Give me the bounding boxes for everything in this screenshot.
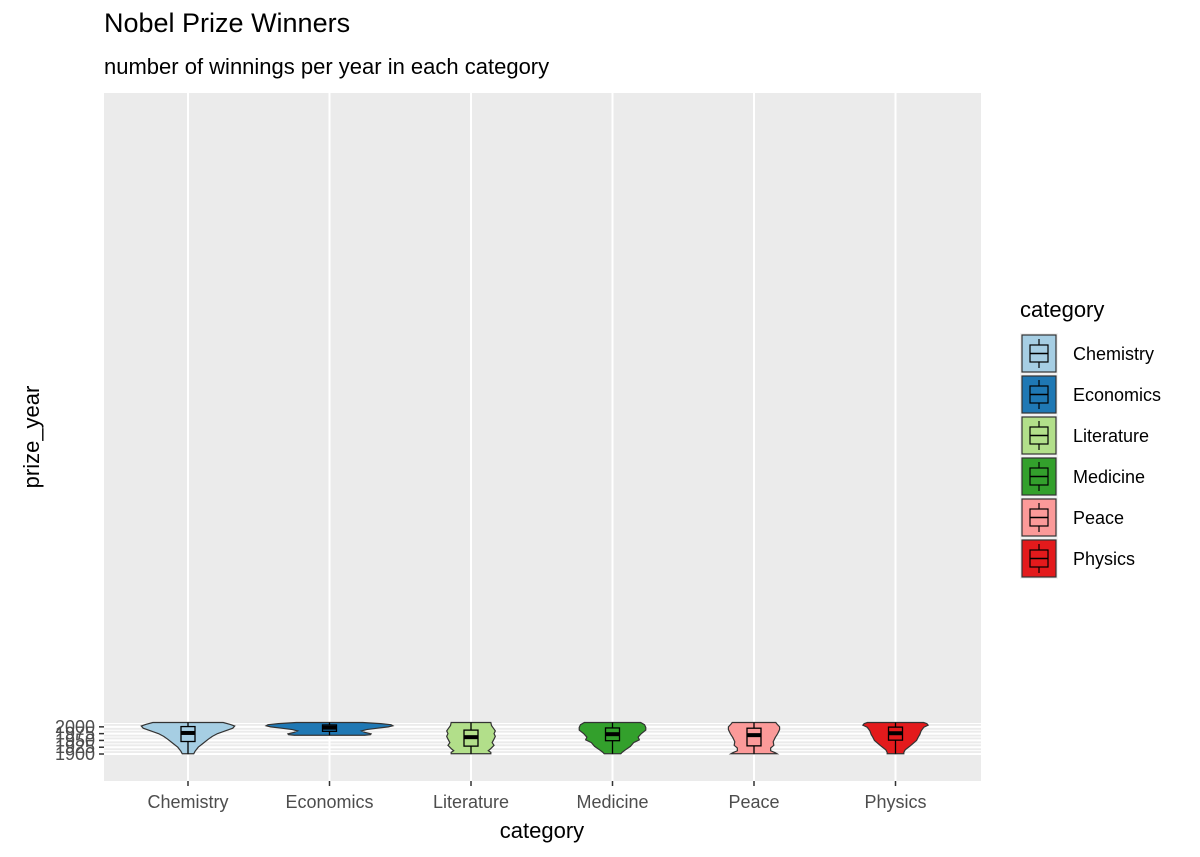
x-axis-title: category: [500, 818, 584, 843]
violin-medicine: [578, 721, 647, 755]
y-tick-label: 1925: [55, 737, 95, 757]
legend-label: Chemistry: [1073, 344, 1154, 364]
x-axis: Chemistry Economics Literature Medicine Peac…: [147, 781, 927, 812]
violin-physics: [861, 721, 930, 755]
y-tick-label: 1950: [55, 730, 95, 750]
plot-panel: [104, 93, 981, 781]
chart-title: Nobel Prize Winners: [104, 8, 351, 38]
legend-item-peace: Peace: [1020, 497, 1124, 538]
legend-item-chemistry: Chemistry: [1020, 333, 1154, 374]
y-tick-label: 2000: [55, 717, 95, 737]
y-axis-title: prize_year: [19, 386, 44, 489]
legend-label: Physics: [1073, 549, 1135, 569]
legend-title: category: [1020, 297, 1104, 322]
violin-peace: [727, 721, 781, 755]
legend-item-economics: Economics: [1020, 374, 1161, 415]
violins: [140, 721, 930, 755]
x-tick-label: Physics: [864, 792, 926, 812]
legend-label: Medicine: [1073, 467, 1145, 487]
chart-subtitle: number of winnings per year in each cate…: [104, 54, 550, 79]
x-tick-label: Medicine: [576, 792, 648, 812]
violin-economics: [264, 721, 395, 736]
x-tick-label: Chemistry: [147, 792, 228, 812]
grid-minor: [104, 722, 981, 752]
legend-label: Economics: [1073, 385, 1161, 405]
x-tick-label: Economics: [285, 792, 373, 812]
y-tick-label: 1975: [55, 724, 95, 744]
legend-item-physics: Physics: [1020, 538, 1135, 579]
legend-label: Peace: [1073, 508, 1124, 528]
legend-item-literature: Literature: [1020, 415, 1149, 456]
y-tick-label: 1900: [55, 744, 95, 764]
grid-major: [104, 93, 981, 781]
legend-label: Literature: [1073, 426, 1149, 446]
violin-chemistry: [140, 721, 236, 755]
x-tick-label: Peace: [728, 792, 779, 812]
legend: category Chemistry Economics Literature Med…: [1020, 297, 1161, 579]
legend-item-medicine: Medicine: [1020, 456, 1145, 497]
x-tick-label: Literature: [433, 792, 509, 812]
violin-literature: [445, 721, 497, 755]
